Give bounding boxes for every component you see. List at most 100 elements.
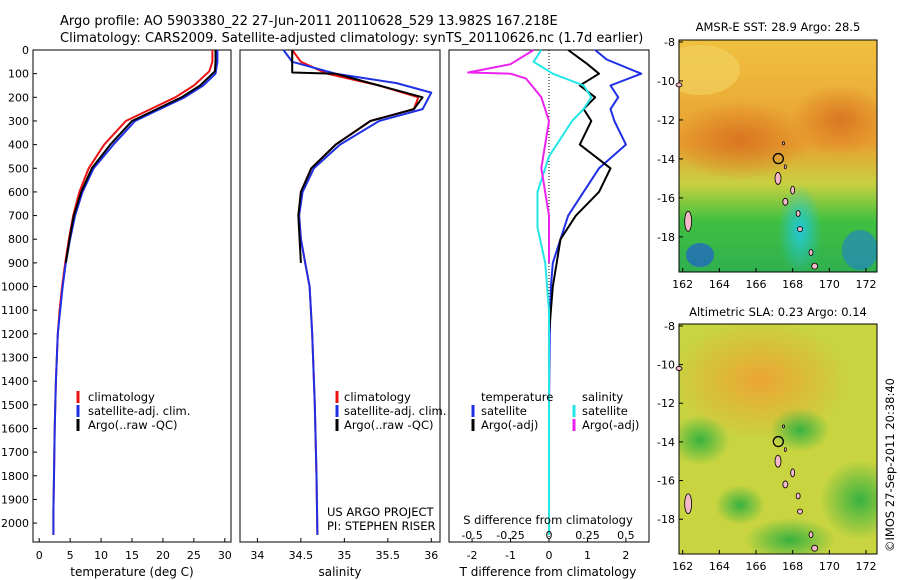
depth-ticks: 0 100 200 300 400 500 600 700 800 900 1000 1100 1200… <box>1 44 37 530</box>
y-tick-label: 600 <box>8 186 29 199</box>
legend-label-satellite: satellite-adj. clim. <box>88 404 190 418</box>
y-tick-label: -8 <box>664 36 675 49</box>
temperature-axes-frame <box>32 49 232 543</box>
x-tick-label: 170 <box>819 278 840 291</box>
y-tick-label: 800 <box>8 233 29 246</box>
x-tick-label: -2 <box>467 549 478 562</box>
y-tick-label: 500 <box>8 162 29 175</box>
x-tick-label: 25 <box>187 549 201 562</box>
island-outline <box>783 164 787 170</box>
island-outline <box>811 262 819 270</box>
sla-map-field <box>679 324 877 554</box>
series-line-1 <box>548 49 643 405</box>
legend-label-climatology: climatology <box>88 390 155 404</box>
x-tick-label: 5 <box>67 549 74 562</box>
y-tick-label: -16 <box>657 475 675 488</box>
temperature-series <box>52 50 219 535</box>
salinity-series <box>282 49 433 535</box>
island-outline <box>795 210 801 217</box>
island-outline <box>774 172 782 185</box>
legend-label-argo: Argo(..raw -QC) <box>88 418 178 432</box>
island-outlines <box>675 82 819 270</box>
x-tick-label: 0 <box>36 549 43 562</box>
x-tick-label: 166 <box>746 278 767 291</box>
island-outline <box>684 210 693 232</box>
island-outline <box>782 141 785 146</box>
y-tick-label: 700 <box>8 210 29 223</box>
island-outline <box>811 544 819 552</box>
x-tick-label: 168 <box>782 560 803 573</box>
project-credit: US ARGO PROJECT <box>327 505 435 519</box>
difference-bottom-ticks: -2 -1 0 1 2 <box>467 538 629 562</box>
sst-map-title: AMSR-E SST: 28.9 Argo: 28.5 <box>696 20 861 34</box>
y-tick-label: 1300 <box>1 352 29 365</box>
y-tick-label: -14 <box>657 153 675 166</box>
island-outline <box>782 424 785 429</box>
y-tick-label: 0 <box>22 44 29 57</box>
temperature-legend: climatology satellite-adj. clim. Argo(..… <box>76 390 190 432</box>
header-line2: Climatology: CARS2009. Satellite-adjuste… <box>60 31 643 46</box>
salinity-legend: climatology satellite-adj. clim. Argo(..… <box>335 390 446 432</box>
island-outline <box>675 82 683 88</box>
y-tick-label: 400 <box>8 139 29 152</box>
island-outline <box>774 454 782 468</box>
y-tick-label: 200 <box>8 91 29 104</box>
x-tick-label: 166 <box>746 560 767 573</box>
series-line-2 <box>282 49 433 535</box>
x-tick-label: 162 <box>672 278 693 291</box>
x-tick-label: 0 <box>546 549 553 562</box>
sla-map: Altimetric SLA: 0.23 Argo: 0.14 162 164 16… <box>657 305 878 573</box>
legend-label-s-argo: Argo(-adj) <box>582 418 639 432</box>
legend-label-s-satellite: satellite <box>582 404 628 418</box>
y-tick-label: -14 <box>657 436 675 449</box>
x-tick-label: 34 <box>250 549 264 562</box>
sst-map-field <box>679 40 877 272</box>
top-tick-label: -0.25 <box>496 529 524 542</box>
sst-map: AMSR-E SST: 28.9 Argo: 28.5 162 164 166 168… <box>657 20 878 291</box>
top-tick-label: -0.5 <box>461 529 482 542</box>
y-tick-label: -8 <box>664 320 675 333</box>
y-tick-label: 900 <box>8 257 29 270</box>
difference-panel: -2 -1 0 1 2 -0.5 -0.25 0 0.25 0.5 S difference f… <box>448 49 650 579</box>
island-outline <box>782 480 789 489</box>
series-line-3 <box>291 50 424 263</box>
salinity-panel: 34 34.5 35 35.5 36 salinity climatology sate… <box>239 49 446 579</box>
argo-position-marker <box>772 152 784 165</box>
island-outlines <box>675 366 819 552</box>
x-tick-label: 20 <box>156 549 170 562</box>
x-tick-label: 2 <box>622 549 629 562</box>
x-tick-label: 164 <box>709 560 730 573</box>
s-difference-label: S difference from climatology <box>463 513 633 527</box>
x-tick-label: 34.5 <box>289 549 314 562</box>
x-tick-label: 30 <box>218 549 232 562</box>
y-tick-label: 2000 <box>1 517 29 530</box>
series-line-4 <box>467 49 550 263</box>
difference-top-ticks: -0.5 -0.25 0 0.25 0.5 <box>461 529 634 542</box>
legend-head-salinity: salinity <box>582 390 623 404</box>
y-tick-label: -16 <box>657 192 675 205</box>
y-tick-label: 300 <box>8 115 29 128</box>
sst-map-frame <box>678 39 878 273</box>
legend-label-climatology: climatology <box>344 390 411 404</box>
sla-map-title: Altimetric SLA: 0.23 Argo: 0.14 <box>689 305 867 319</box>
top-tick-label: 0.25 <box>575 529 600 542</box>
x-tick-label: 170 <box>819 560 840 573</box>
x-tick-label: 168 <box>782 278 803 291</box>
y-tick-label: 1000 <box>1 281 29 294</box>
top-tick-label: 0 <box>546 529 553 542</box>
sla-map-ticks: 162 164 166 168 170 172 -8 -10 -12 -14 -16 -18 <box>657 320 876 573</box>
x-tick-label: 172 <box>856 278 877 291</box>
legend-label-t-satellite: satellite <box>481 404 527 418</box>
legend-head-temperature: temperature <box>481 390 553 404</box>
island-outline <box>783 447 787 453</box>
x-tick-label: 35 <box>337 549 351 562</box>
island-outline <box>790 185 796 195</box>
y-tick-label: -12 <box>657 114 675 127</box>
y-tick-label: -10 <box>657 359 675 372</box>
series-line-3 <box>532 49 593 535</box>
series-line-2 <box>52 50 219 535</box>
y-tick-label: -10 <box>657 75 675 88</box>
temperature-ticks: 0 5 10 15 20 25 30 <box>36 538 232 562</box>
difference-series <box>467 49 643 535</box>
salinity-ticks: 34 34.5 35 35.5 36 <box>250 538 438 562</box>
